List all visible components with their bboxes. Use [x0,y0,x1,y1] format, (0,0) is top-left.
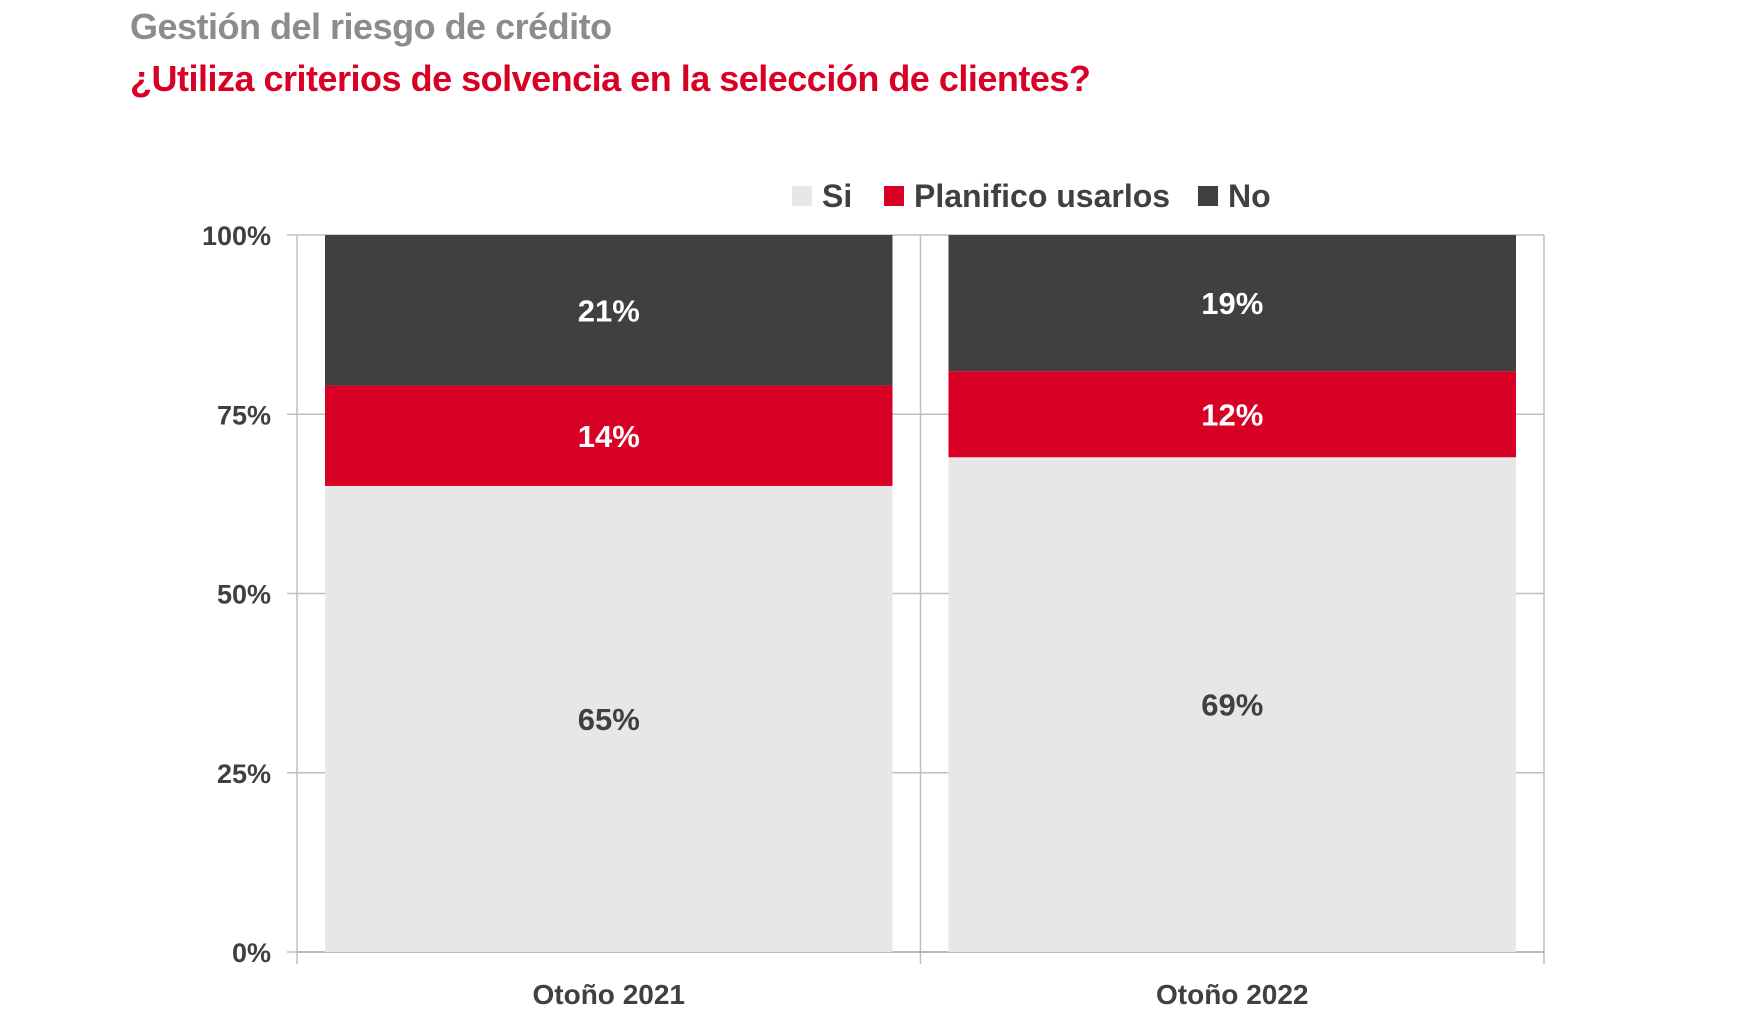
chart-title: Gestión del riesgo de crédito [130,6,612,47]
bar-segment [948,235,1516,372]
y-tick-label: 75% [217,400,271,430]
x-category-label: Otoño 2022 [1156,979,1308,1009]
data-label: 14% [578,419,640,454]
legend-swatch [792,186,812,206]
bar-segment [325,235,893,386]
data-label: 69% [1201,688,1263,723]
y-tick-label: 0% [232,938,271,968]
bar-segment [325,485,893,952]
legend-label: Si [822,178,852,214]
legend-label: No [1228,178,1271,214]
x-category-label: Otoño 2021 [533,979,685,1009]
y-tick-label: 50% [217,580,271,610]
legend-label: Planifico usarlos [914,178,1170,214]
y-tick-label: 25% [217,759,271,789]
data-label: 12% [1201,397,1263,432]
bar-segment [325,385,893,486]
data-label: 21% [578,293,640,328]
data-label: 65% [578,702,640,737]
legend-swatch [884,186,904,206]
chart-subtitle: ¿Utiliza criterios de solvencia en la se… [130,58,1091,99]
data-label: 19% [1201,286,1263,321]
legend-swatch [1198,186,1218,206]
bar-segment [948,457,1516,952]
y-tick-label: 100% [202,221,271,251]
bar-segment [948,371,1516,458]
